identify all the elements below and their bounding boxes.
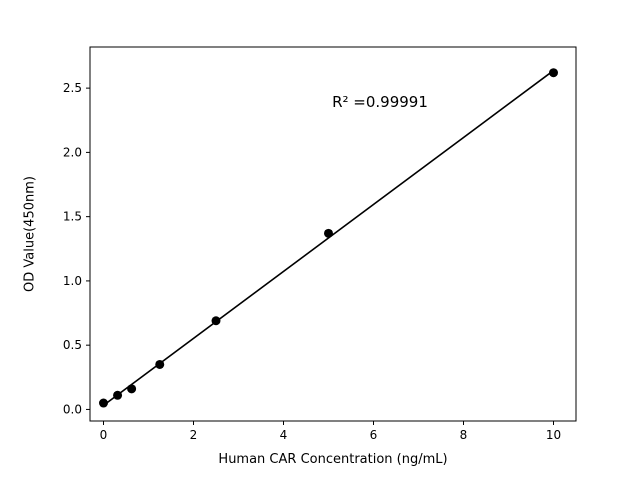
y-tick-label: 2.5 — [63, 81, 82, 95]
x-tick-label: 10 — [546, 428, 561, 442]
data-point — [211, 316, 221, 326]
y-axis-label: OD Value(450nm) — [22, 176, 38, 292]
x-tick-label: 0 — [100, 428, 108, 442]
axes-spines — [89, 46, 577, 422]
x-tick-label: 2 — [190, 428, 198, 442]
x-tick-label: 4 — [280, 428, 288, 442]
y-tick-label: 0.0 — [63, 402, 82, 416]
x-tick-label: 6 — [370, 428, 378, 442]
data-point — [113, 390, 123, 400]
y-tick-label: 1.0 — [63, 274, 82, 288]
r-squared-annotation: R² =0.99991 — [332, 93, 428, 111]
data-point — [324, 228, 333, 238]
x-axis-label: Human CAR Concentration (ng/mL) — [218, 452, 448, 467]
data-point — [549, 68, 558, 78]
fit-line — [103, 69, 554, 407]
y-tick-label: 0.5 — [63, 338, 82, 352]
x-tick-label: 8 — [460, 428, 468, 442]
data-point — [127, 384, 137, 394]
data-point — [99, 398, 108, 408]
y-tick-label: 2.0 — [63, 145, 82, 159]
data-point — [155, 359, 165, 369]
y-tick-label: 1.5 — [63, 210, 82, 224]
